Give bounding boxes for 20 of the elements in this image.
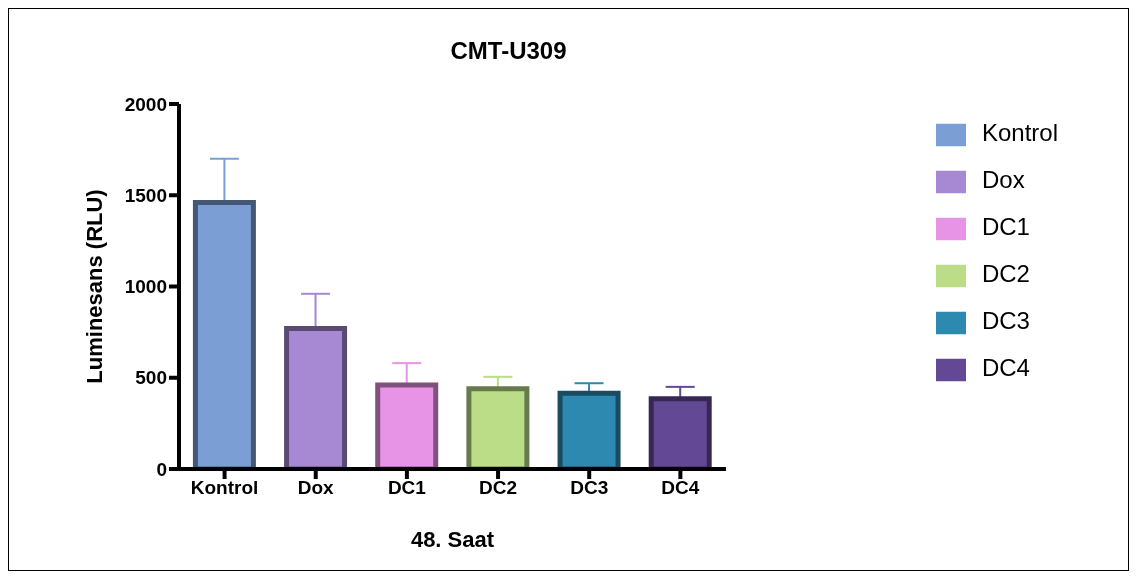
- legend-label: DC4: [981, 354, 1030, 381]
- x-tick-label: DC3: [570, 477, 609, 499]
- legend-label: DC1: [981, 213, 1030, 240]
- legend-label: Kontrol: [981, 119, 1058, 146]
- x-tick-label: Dox: [297, 477, 335, 499]
- x-tick-label: DC2: [479, 477, 518, 499]
- x-tick-label: DC4: [661, 477, 700, 499]
- chart-title: CMT-U309: [449, 37, 568, 65]
- x-tick-label: DC1: [387, 477, 427, 499]
- y-tick-label: 2000: [124, 93, 167, 115]
- y-tick-label: 1500: [124, 184, 167, 206]
- y-tick-label: 500: [135, 367, 167, 389]
- x-axis-title: 48. Saat: [410, 527, 495, 552]
- legend-label: Dox: [981, 166, 1025, 193]
- legend-label: DC2: [981, 260, 1030, 287]
- y-axis-title: Luminesans (RLU): [81, 189, 107, 384]
- x-tick-label: Kontrol: [190, 477, 259, 499]
- legend-label: DC3: [981, 307, 1030, 334]
- y-tick-label: 1000: [124, 276, 167, 298]
- y-tick-label: 0: [156, 458, 167, 480]
